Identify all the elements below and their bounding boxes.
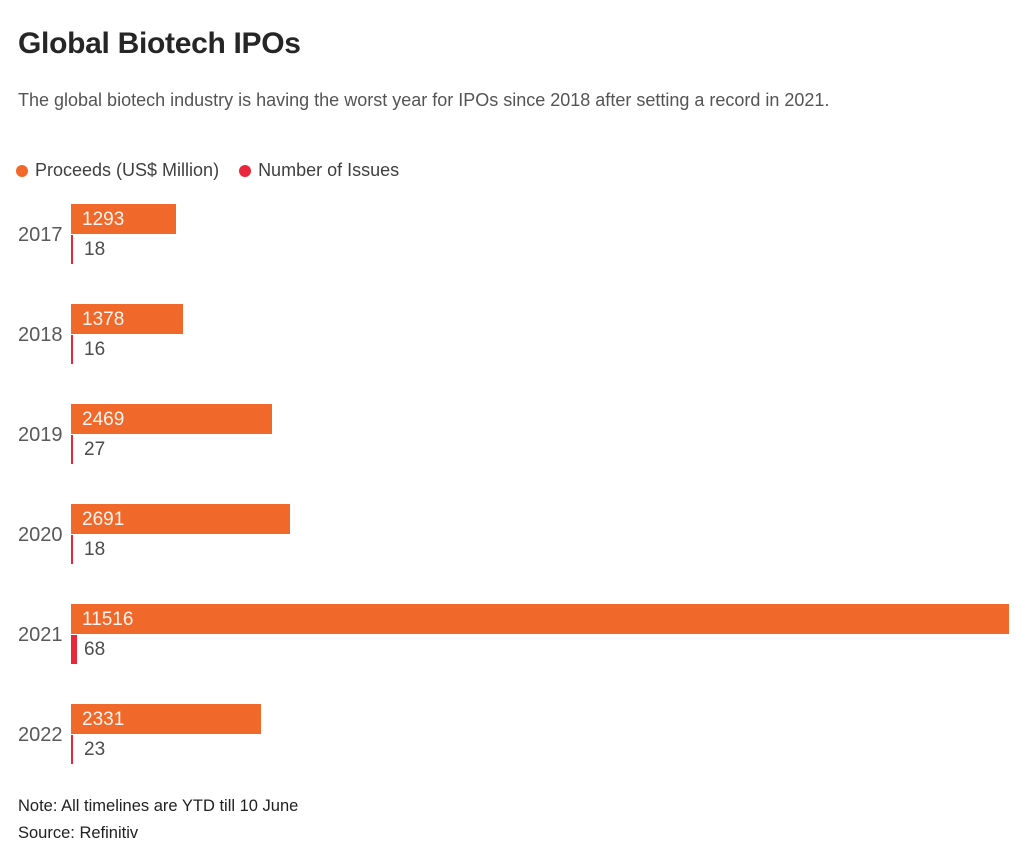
year-label: 2019 [18, 424, 63, 446]
issues-bar [71, 235, 73, 264]
issues-bar [71, 635, 77, 664]
note-text: Note: All timelines are YTD till 10 June [18, 797, 299, 815]
issues-value-label: 23 [84, 739, 106, 760]
legend-item-proceeds: Proceeds (US$ Million) [16, 160, 219, 181]
proceeds-value-label: 11516 [82, 609, 134, 630]
chart-row: 2020 2691 18 [18, 504, 1010, 564]
source-text: Source: Refinitiv [18, 824, 139, 842]
bar-pair: 2331 23 [71, 704, 1010, 764]
proceeds-value-label: 1378 [82, 309, 125, 330]
issues-dot-icon [239, 164, 252, 177]
bar-pair: 1378 16 [71, 304, 1010, 364]
proceeds-value-label: 2469 [82, 409, 125, 430]
proceeds-value-label: 1293 [82, 209, 125, 230]
year-label: 2018 [18, 324, 63, 346]
proceeds-bar: 2691 [71, 504, 291, 534]
year-label: 2020 [18, 524, 63, 546]
proceeds-bar: 1293 [71, 204, 177, 234]
issues-value-label: 68 [84, 639, 106, 660]
issues-value-label: 16 [84, 339, 106, 360]
issues-bar [71, 435, 74, 464]
proceeds-value-label: 2331 [82, 709, 125, 730]
issues-bar [71, 535, 73, 564]
chart-row: 2019 2469 27 [18, 404, 1010, 464]
year-label: 2021 [18, 624, 63, 646]
proceeds-dot-icon [16, 164, 28, 177]
bar-pair: 11516 68 [71, 604, 1010, 664]
issues-value-label: 27 [84, 439, 106, 460]
chart-legend: Proceeds (US$ Million) Number of Issues [16, 160, 399, 181]
chart-subtitle: The global biotech industry is having th… [18, 90, 830, 110]
proceeds-bar: 11516 [71, 604, 1009, 634]
issues-row: 68 [71, 634, 1010, 664]
legend-label-issues: Number of Issues [258, 160, 400, 180]
chart-row: 2022 2331 23 [18, 704, 1010, 764]
bar-pair: 1293 18 [71, 204, 1010, 264]
bar-pair: 2691 18 [71, 504, 1010, 564]
proceeds-bar: 2469 [71, 404, 273, 434]
bar-chart: 2017 1293 18 2018 1378 16 [18, 204, 1010, 769]
issues-row: 18 [71, 234, 1010, 264]
proceeds-bar: 2331 [71, 704, 261, 734]
legend-item-issues: Number of Issues [239, 160, 399, 181]
issues-row: 18 [71, 534, 1010, 564]
issues-row: 23 [71, 734, 1010, 764]
issues-value-label: 18 [84, 539, 106, 560]
page-title: Global Biotech IPOs [18, 27, 301, 60]
chart-row: 2018 1378 16 [18, 304, 1010, 364]
legend-label-proceeds: Proceeds (US$ Million) [35, 160, 220, 180]
issues-bar [71, 735, 73, 764]
chart-row: 2021 11516 68 [18, 604, 1010, 664]
proceeds-bar: 1378 [71, 304, 184, 334]
issues-row: 27 [71, 434, 1010, 464]
chart-footer: Note: All timelines are YTD till 10 June… [18, 793, 298, 847]
bar-pair: 2469 27 [71, 404, 1010, 464]
year-label: 2017 [18, 224, 63, 246]
issues-bar [71, 335, 73, 364]
issues-row: 16 [71, 334, 1010, 364]
proceeds-value-label: 2691 [82, 509, 125, 530]
issues-value-label: 18 [84, 239, 106, 260]
chart-row: 2017 1293 18 [18, 204, 1010, 264]
year-label: 2022 [18, 724, 63, 746]
